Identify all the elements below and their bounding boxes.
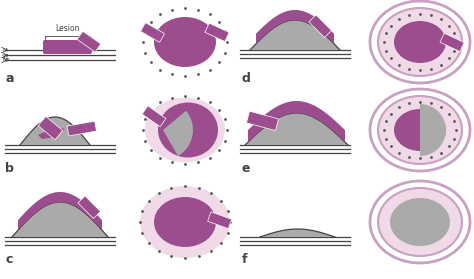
Ellipse shape: [158, 102, 218, 158]
Wedge shape: [420, 104, 446, 156]
Ellipse shape: [154, 17, 216, 67]
Polygon shape: [245, 113, 348, 145]
Text: Lesion: Lesion: [55, 24, 80, 33]
FancyBboxPatch shape: [43, 40, 92, 54]
Polygon shape: [20, 117, 90, 145]
Polygon shape: [256, 10, 334, 44]
Text: a: a: [5, 72, 13, 85]
Ellipse shape: [394, 109, 446, 151]
Polygon shape: [248, 101, 345, 142]
Ellipse shape: [390, 198, 450, 246]
Polygon shape: [440, 33, 464, 52]
Polygon shape: [205, 23, 229, 42]
Polygon shape: [12, 202, 108, 237]
Ellipse shape: [145, 97, 225, 162]
Ellipse shape: [370, 89, 470, 171]
Ellipse shape: [394, 21, 446, 63]
Text: MP: MP: [2, 59, 9, 64]
Text: SM: SM: [2, 54, 9, 59]
Polygon shape: [38, 116, 63, 140]
Polygon shape: [77, 31, 101, 52]
Polygon shape: [140, 23, 164, 42]
Ellipse shape: [378, 96, 462, 164]
Polygon shape: [78, 196, 100, 218]
Polygon shape: [246, 111, 279, 131]
Ellipse shape: [140, 186, 230, 258]
Text: d: d: [242, 72, 251, 85]
Ellipse shape: [378, 188, 462, 256]
Text: e: e: [242, 162, 250, 175]
Polygon shape: [260, 229, 335, 237]
Polygon shape: [142, 106, 166, 127]
Ellipse shape: [370, 181, 470, 263]
Ellipse shape: [378, 8, 462, 76]
Ellipse shape: [370, 1, 470, 83]
Polygon shape: [18, 192, 102, 230]
Polygon shape: [38, 127, 65, 139]
Polygon shape: [67, 121, 96, 136]
Ellipse shape: [154, 197, 216, 247]
Text: f: f: [242, 253, 247, 266]
Wedge shape: [163, 111, 193, 156]
Text: M: M: [2, 49, 7, 54]
Polygon shape: [250, 20, 340, 50]
Polygon shape: [309, 15, 331, 38]
Text: b: b: [5, 162, 14, 175]
Text: c: c: [5, 253, 12, 266]
Polygon shape: [208, 212, 232, 229]
